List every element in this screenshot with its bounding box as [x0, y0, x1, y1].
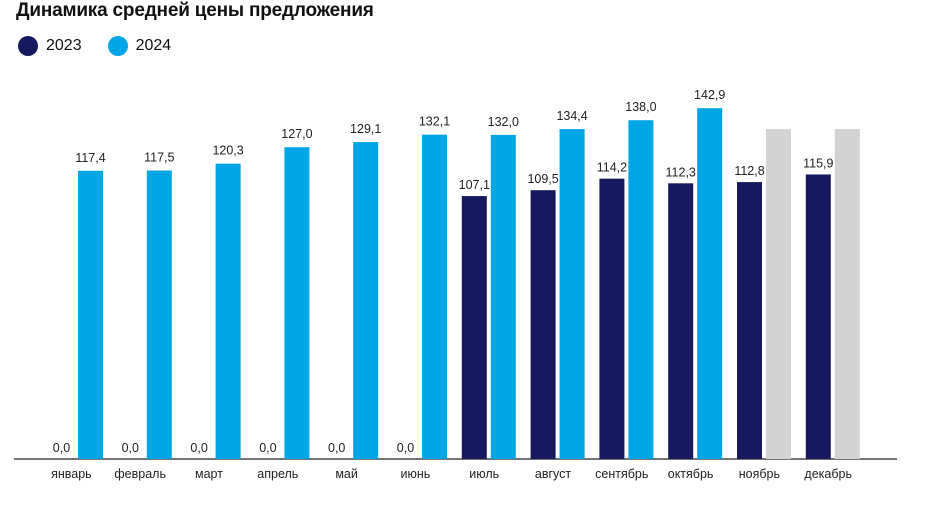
value-label-2023-5: 0,0 — [328, 441, 345, 455]
x-tick-label-7: июль — [469, 467, 499, 481]
value-label-2023-11: 112,8 — [734, 164, 764, 178]
bar-2023-11 — [737, 182, 762, 460]
value-label-2024-9: 138,0 — [625, 100, 656, 114]
bar-2023-8 — [530, 190, 556, 460]
value-label-2024-8: 134,4 — [556, 109, 587, 123]
bar-2024-7 — [490, 134, 516, 459]
bar-2023-7 — [461, 196, 487, 459]
bar-2024-5 — [353, 142, 379, 459]
value-label-2024-3: 120,3 — [212, 144, 243, 158]
bar-2023-10 — [668, 183, 694, 459]
bar-2024-6 — [422, 134, 447, 459]
x-tick-label-6: июнь — [401, 467, 431, 481]
value-label-2023-4: 0,0 — [259, 441, 276, 455]
bar-2024-10 — [697, 108, 723, 460]
placeholder-bar-2024-11 — [766, 129, 791, 459]
value-label-2024-5: 129,1 — [350, 122, 381, 136]
value-label-2023-10: 112,3 — [666, 165, 696, 179]
bar-2024-2 — [146, 170, 172, 459]
legend-swatch-2023 — [18, 36, 38, 56]
x-tick-label-9: сентябрь — [595, 467, 648, 481]
bar-2024-8 — [559, 129, 585, 459]
value-label-2024-7: 132,0 — [488, 115, 519, 129]
value-label-2023-1: 0,0 — [53, 441, 70, 455]
value-label-2023-9: 114,2 — [597, 161, 627, 175]
value-label-2023-8: 109,5 — [527, 172, 558, 186]
placeholder-bar-2024-12 — [834, 129, 860, 459]
legend-label-2024: 2024 — [135, 37, 172, 54]
legend-item-2023: 2023 — [18, 36, 82, 56]
x-tick-label-12: декабрь — [804, 467, 852, 481]
value-label-2023-6: 0,0 — [397, 441, 414, 455]
x-tick-label-2: февраль — [114, 467, 166, 481]
x-tick-label-5: май — [335, 467, 358, 481]
value-label-2024-2: 117,5 — [144, 151, 174, 165]
x-tick-label-3: март — [195, 467, 223, 481]
bar-2024-3 — [215, 163, 241, 459]
value-label-2024-10: 142,9 — [694, 88, 725, 102]
value-label-2024-6: 132,1 — [419, 115, 450, 129]
x-tick-label-4: апрель — [257, 467, 298, 481]
chart-title: Динамика средней цены предложения — [16, 0, 374, 21]
bar-2024-9 — [628, 120, 654, 460]
x-tick-label-8: август — [535, 467, 572, 481]
value-label-2024-1: 117,4 — [75, 151, 105, 165]
value-label-2023-2: 0,0 — [122, 441, 139, 455]
value-label-2023-7: 107,1 — [459, 178, 490, 192]
value-label-2023-12: 115,9 — [803, 156, 833, 170]
bar-2024-1 — [78, 170, 103, 459]
legend-swatch-2024 — [107, 36, 128, 56]
x-tick-label-1: январь — [51, 467, 92, 481]
value-label-2024-4: 127,0 — [281, 127, 312, 141]
bar-2024-4 — [284, 147, 310, 459]
chart-legend: 2023 2024 — [18, 36, 197, 56]
x-tick-label-10: октябрь — [668, 467, 714, 481]
legend-label-2023: 2023 — [46, 37, 82, 54]
x-tick-label-11: ноябрь — [739, 467, 780, 481]
value-label-2023-3: 0,0 — [190, 441, 207, 455]
legend-item-2024: 2024 — [107, 36, 172, 56]
bar-2023-12 — [805, 174, 831, 459]
bar-2023-9 — [599, 178, 625, 459]
